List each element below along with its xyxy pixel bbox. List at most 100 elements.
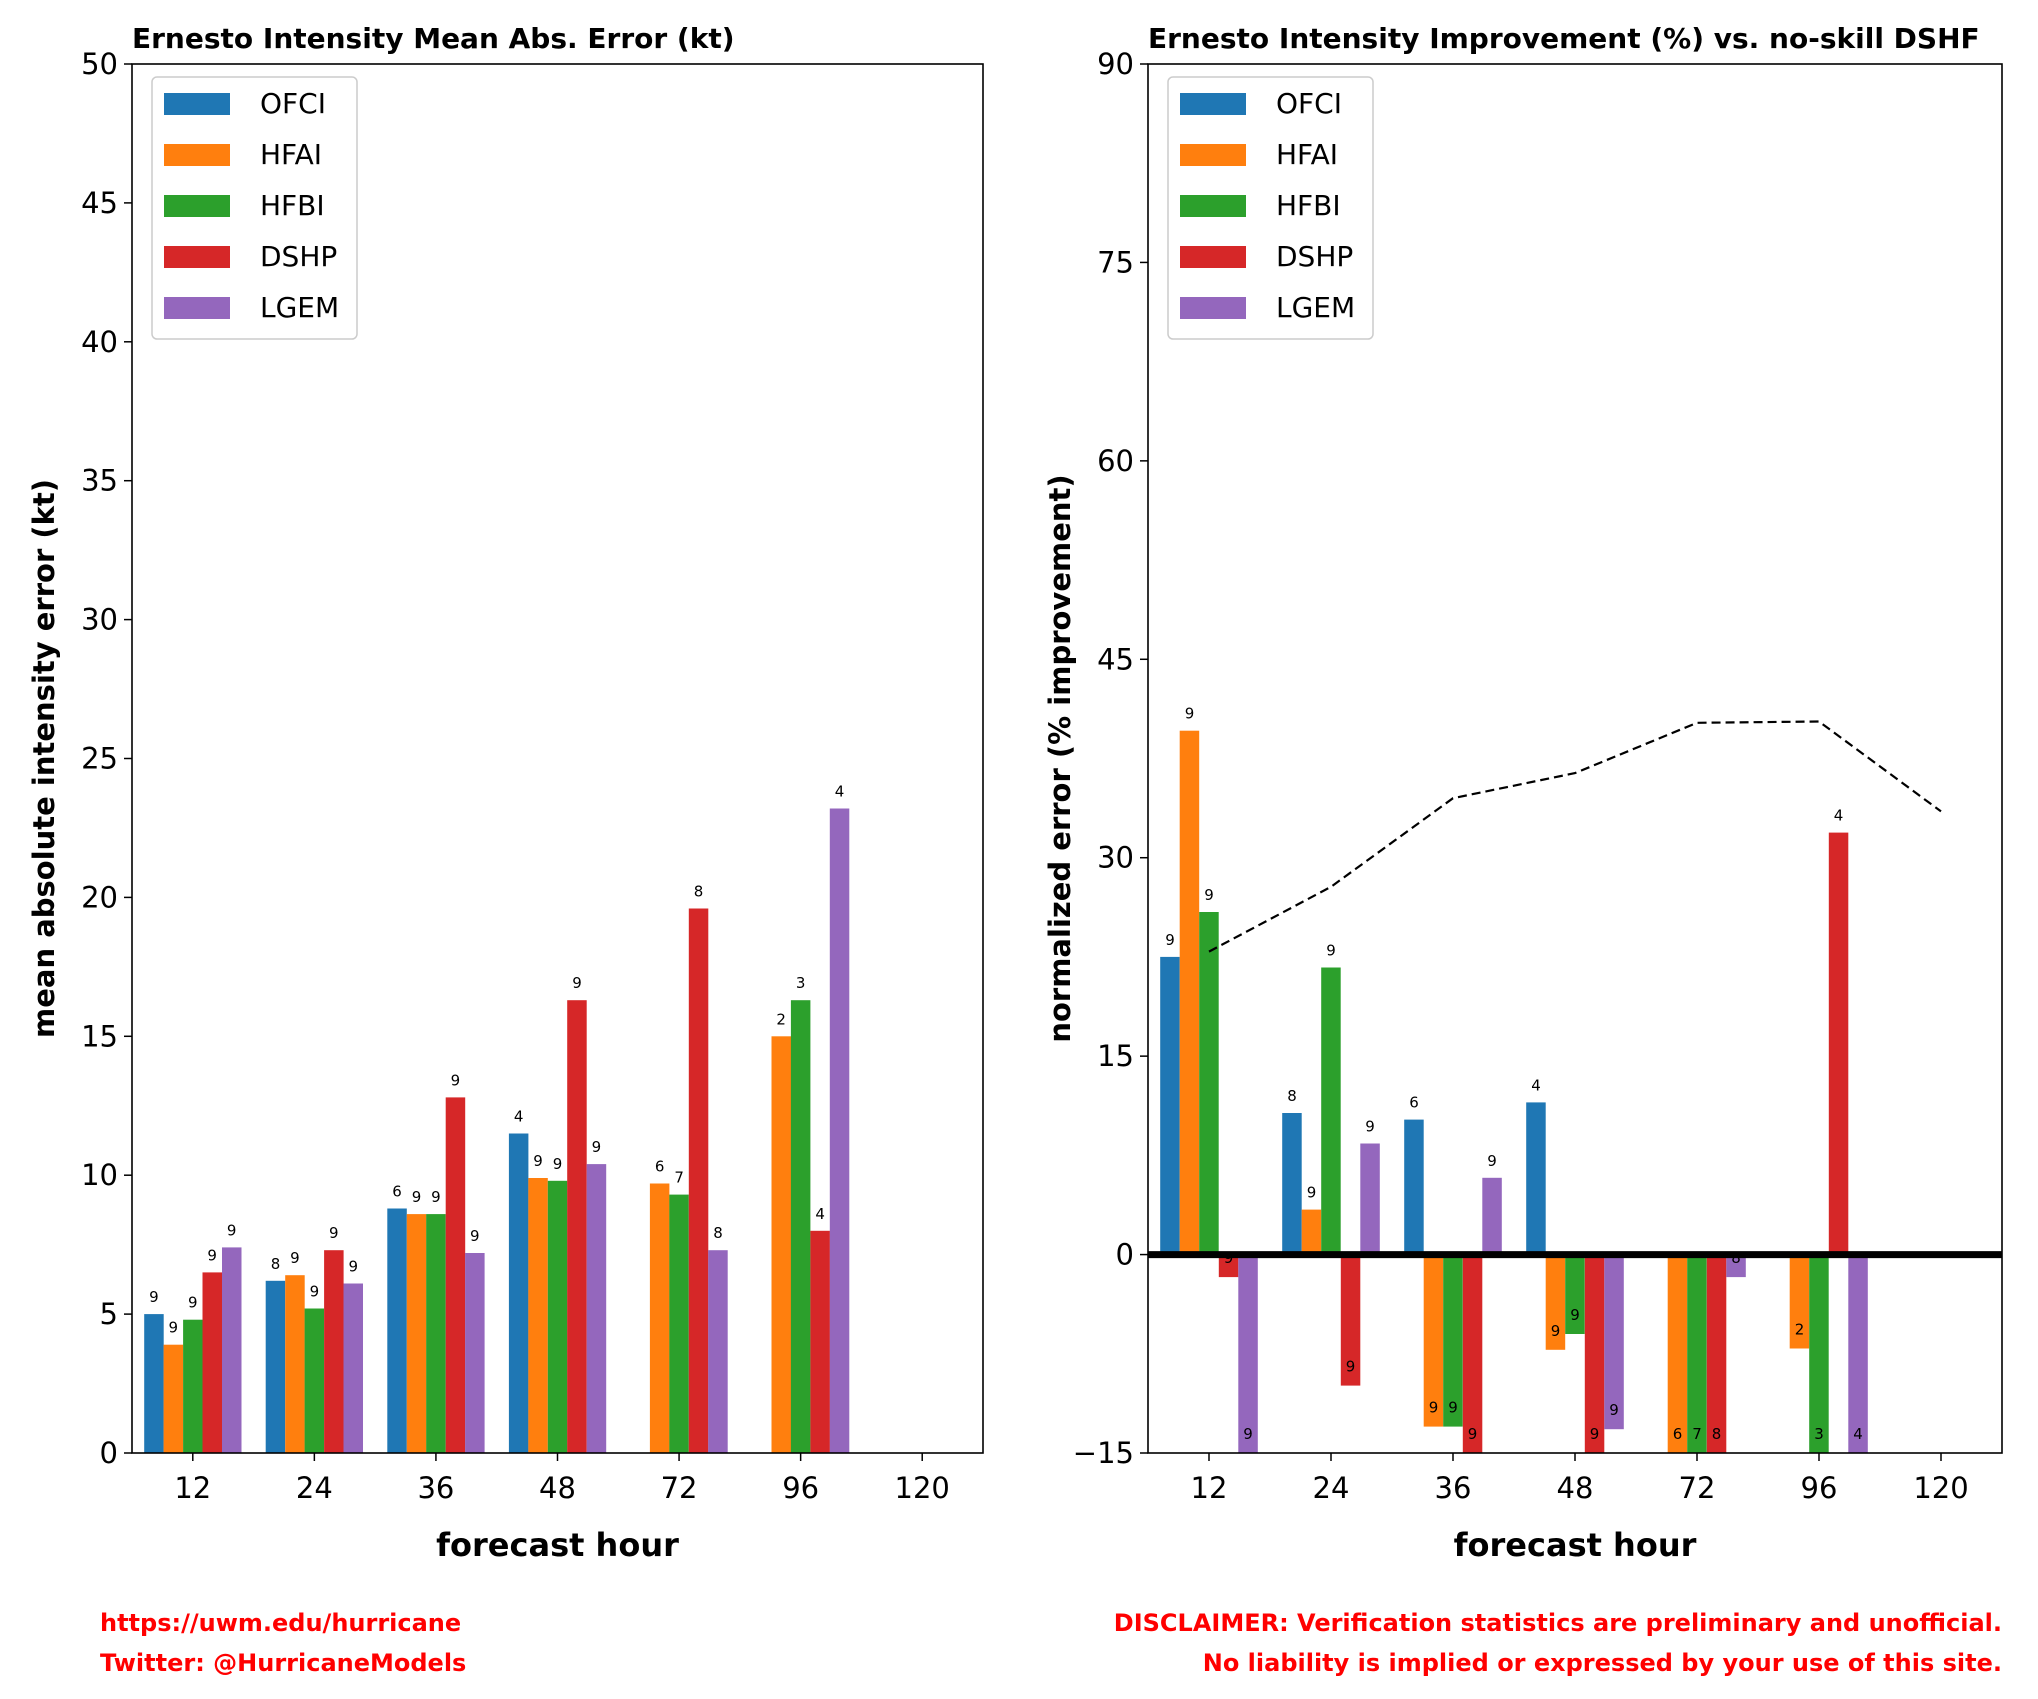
bar-dshp-96 — [1828, 832, 1849, 1255]
bar-hfbi-12 — [183, 1319, 203, 1453]
bar-ofci-36 — [1404, 1119, 1424, 1255]
bar-ofci-48 — [508, 1133, 529, 1453]
x-tick-label: 36 — [1435, 1471, 1472, 1505]
count-label-dshp-96: 4 — [1834, 807, 1844, 825]
bar-lgem-36 — [1482, 1177, 1502, 1255]
y-tick-label: 45 — [81, 186, 118, 220]
y-tick-label: 30 — [1097, 841, 1134, 875]
count-label-ofci-12: 9 — [149, 1288, 159, 1306]
x-tick-label: 72 — [1679, 1471, 1716, 1505]
count-label-hfbi-36: 9 — [431, 1188, 441, 1206]
count-label-hfbi-12: 9 — [188, 1294, 198, 1312]
count-label-hfbi-48: 9 — [553, 1155, 563, 1173]
count-label-lgem-24: 9 — [349, 1258, 359, 1276]
legend-box — [151, 76, 358, 340]
y-tick-label: 60 — [1097, 444, 1134, 478]
y-tick-label: 15 — [1097, 1039, 1134, 1073]
chart-title: Ernesto Intensity Improvement (%) vs. no… — [1148, 22, 1980, 55]
count-label-hfbi-24: 9 — [310, 1283, 320, 1301]
count-label-ofci-36: 6 — [1409, 1094, 1419, 1112]
bar-hfbi-36 — [1443, 1254, 1463, 1427]
bar-lgem-72 — [708, 1250, 728, 1453]
legend-label-hfbi: HFBI — [1276, 189, 1341, 222]
y-tick-label: 25 — [81, 742, 118, 776]
count-label-lgem-36: 9 — [1487, 1152, 1497, 1170]
bar-hfbi-24 — [304, 1308, 325, 1453]
bar-lgem-12 — [222, 1247, 242, 1453]
legend-label-hfbi: HFBI — [260, 189, 325, 222]
count-label-lgem-36: 9 — [470, 1227, 480, 1245]
count-label-hfbi-96: 3 — [796, 974, 806, 992]
legend-swatch-hfai — [164, 144, 230, 166]
x-tick-label: 48 — [1557, 1471, 1594, 1505]
y-tick-label: 5 — [100, 1297, 118, 1331]
legend-box — [1167, 76, 1374, 340]
count-label-dshp-72: 8 — [694, 883, 704, 901]
legend-swatch-hfbi — [1180, 195, 1246, 217]
y-tick-label: 10 — [81, 1158, 118, 1192]
y-tick-label: 45 — [1097, 642, 1134, 676]
count-label-dshp-24: 9 — [329, 1224, 339, 1242]
legend-swatch-hfbi — [164, 195, 230, 217]
legend-swatch-ofci — [1180, 93, 1246, 115]
bar-dshp-24 — [1340, 1254, 1361, 1386]
y-tick-label: 50 — [81, 47, 118, 81]
y-tick-label: 75 — [1097, 245, 1134, 279]
count-label-ofci-24: 8 — [1287, 1087, 1297, 1105]
bar-dshp-72 — [1706, 1254, 1727, 1453]
x-axis-label: forecast hour — [436, 1526, 679, 1564]
bar-dshp-48 — [1584, 1254, 1605, 1453]
count-label-dshp-72: 8 — [1712, 1425, 1722, 1443]
reference-dashed-line — [1208, 720, 1942, 953]
count-label-hfai-36: 9 — [412, 1188, 422, 1206]
count-label-ofci-24: 8 — [271, 1255, 281, 1273]
count-label-dshp-36: 9 — [1468, 1425, 1478, 1443]
x-axis-label: forecast hour — [1454, 1526, 1697, 1564]
y-axis-label: mean absolute intensity error (kt) — [27, 479, 61, 1038]
legend-swatch-lgem — [164, 297, 230, 319]
count-label-ofci-36: 6 — [392, 1183, 402, 1201]
bar-ofci-12 — [144, 1314, 164, 1453]
bar-lgem-96 — [1848, 1254, 1868, 1453]
bar-hfbi-96 — [790, 1000, 811, 1453]
y-tick-label: 20 — [81, 880, 118, 914]
bar-lgem-24 — [343, 1283, 363, 1453]
legend-swatch-ofci — [164, 93, 230, 115]
y-tick-label: 0 — [100, 1436, 118, 1470]
count-label-hfbi-72: 7 — [1692, 1425, 1702, 1443]
bar-hfbi-72 — [1687, 1254, 1707, 1453]
legend-label-lgem: LGEM — [1276, 291, 1355, 324]
count-label-hfai-96: 2 — [1795, 1321, 1805, 1339]
count-label-dshp-48: 9 — [572, 974, 582, 992]
bar-lgem-36 — [465, 1253, 485, 1453]
count-label-hfbi-96: 3 — [1814, 1425, 1824, 1443]
bar-dshp-72 — [688, 908, 709, 1453]
count-label-dshp-12: 9 — [207, 1246, 217, 1264]
bar-hfbi-96 — [1809, 1254, 1829, 1453]
bar-dshp-12 — [202, 1272, 222, 1453]
count-label-hfbi-24: 9 — [1326, 942, 1336, 960]
y-tick-label: 40 — [81, 325, 118, 359]
x-tick-label: 12 — [1191, 1471, 1228, 1505]
count-label-hfai-48: 9 — [533, 1152, 543, 1170]
bar-dshp-36 — [1462, 1254, 1483, 1453]
count-label-lgem-24: 9 — [1365, 1118, 1375, 1136]
bar-dshp-12 — [1218, 1254, 1239, 1278]
legend-label-ofci: OFCI — [260, 87, 326, 120]
legend: OFCI HFAI HFBI DSHP LGEM — [1167, 76, 1374, 340]
legend-label-hfai: HFAI — [1276, 138, 1338, 171]
y-tick-label: 90 — [1097, 47, 1134, 81]
y-tick-label: −15 — [1073, 1436, 1134, 1470]
bar-hfai-36 — [406, 1214, 427, 1453]
bar-hfbi-12 — [1199, 912, 1219, 1255]
footer-disclaimer: DISCLAIMER: Verification statistics are … — [1114, 1603, 2002, 1683]
bar-lgem-48 — [1604, 1254, 1624, 1430]
bar-hfai-12 — [1179, 730, 1200, 1255]
legend-swatch-dshp — [164, 246, 230, 268]
x-tick-label: 120 — [895, 1471, 950, 1505]
bar-ofci-24 — [265, 1280, 286, 1453]
count-label-lgem-12: 9 — [1243, 1425, 1253, 1443]
